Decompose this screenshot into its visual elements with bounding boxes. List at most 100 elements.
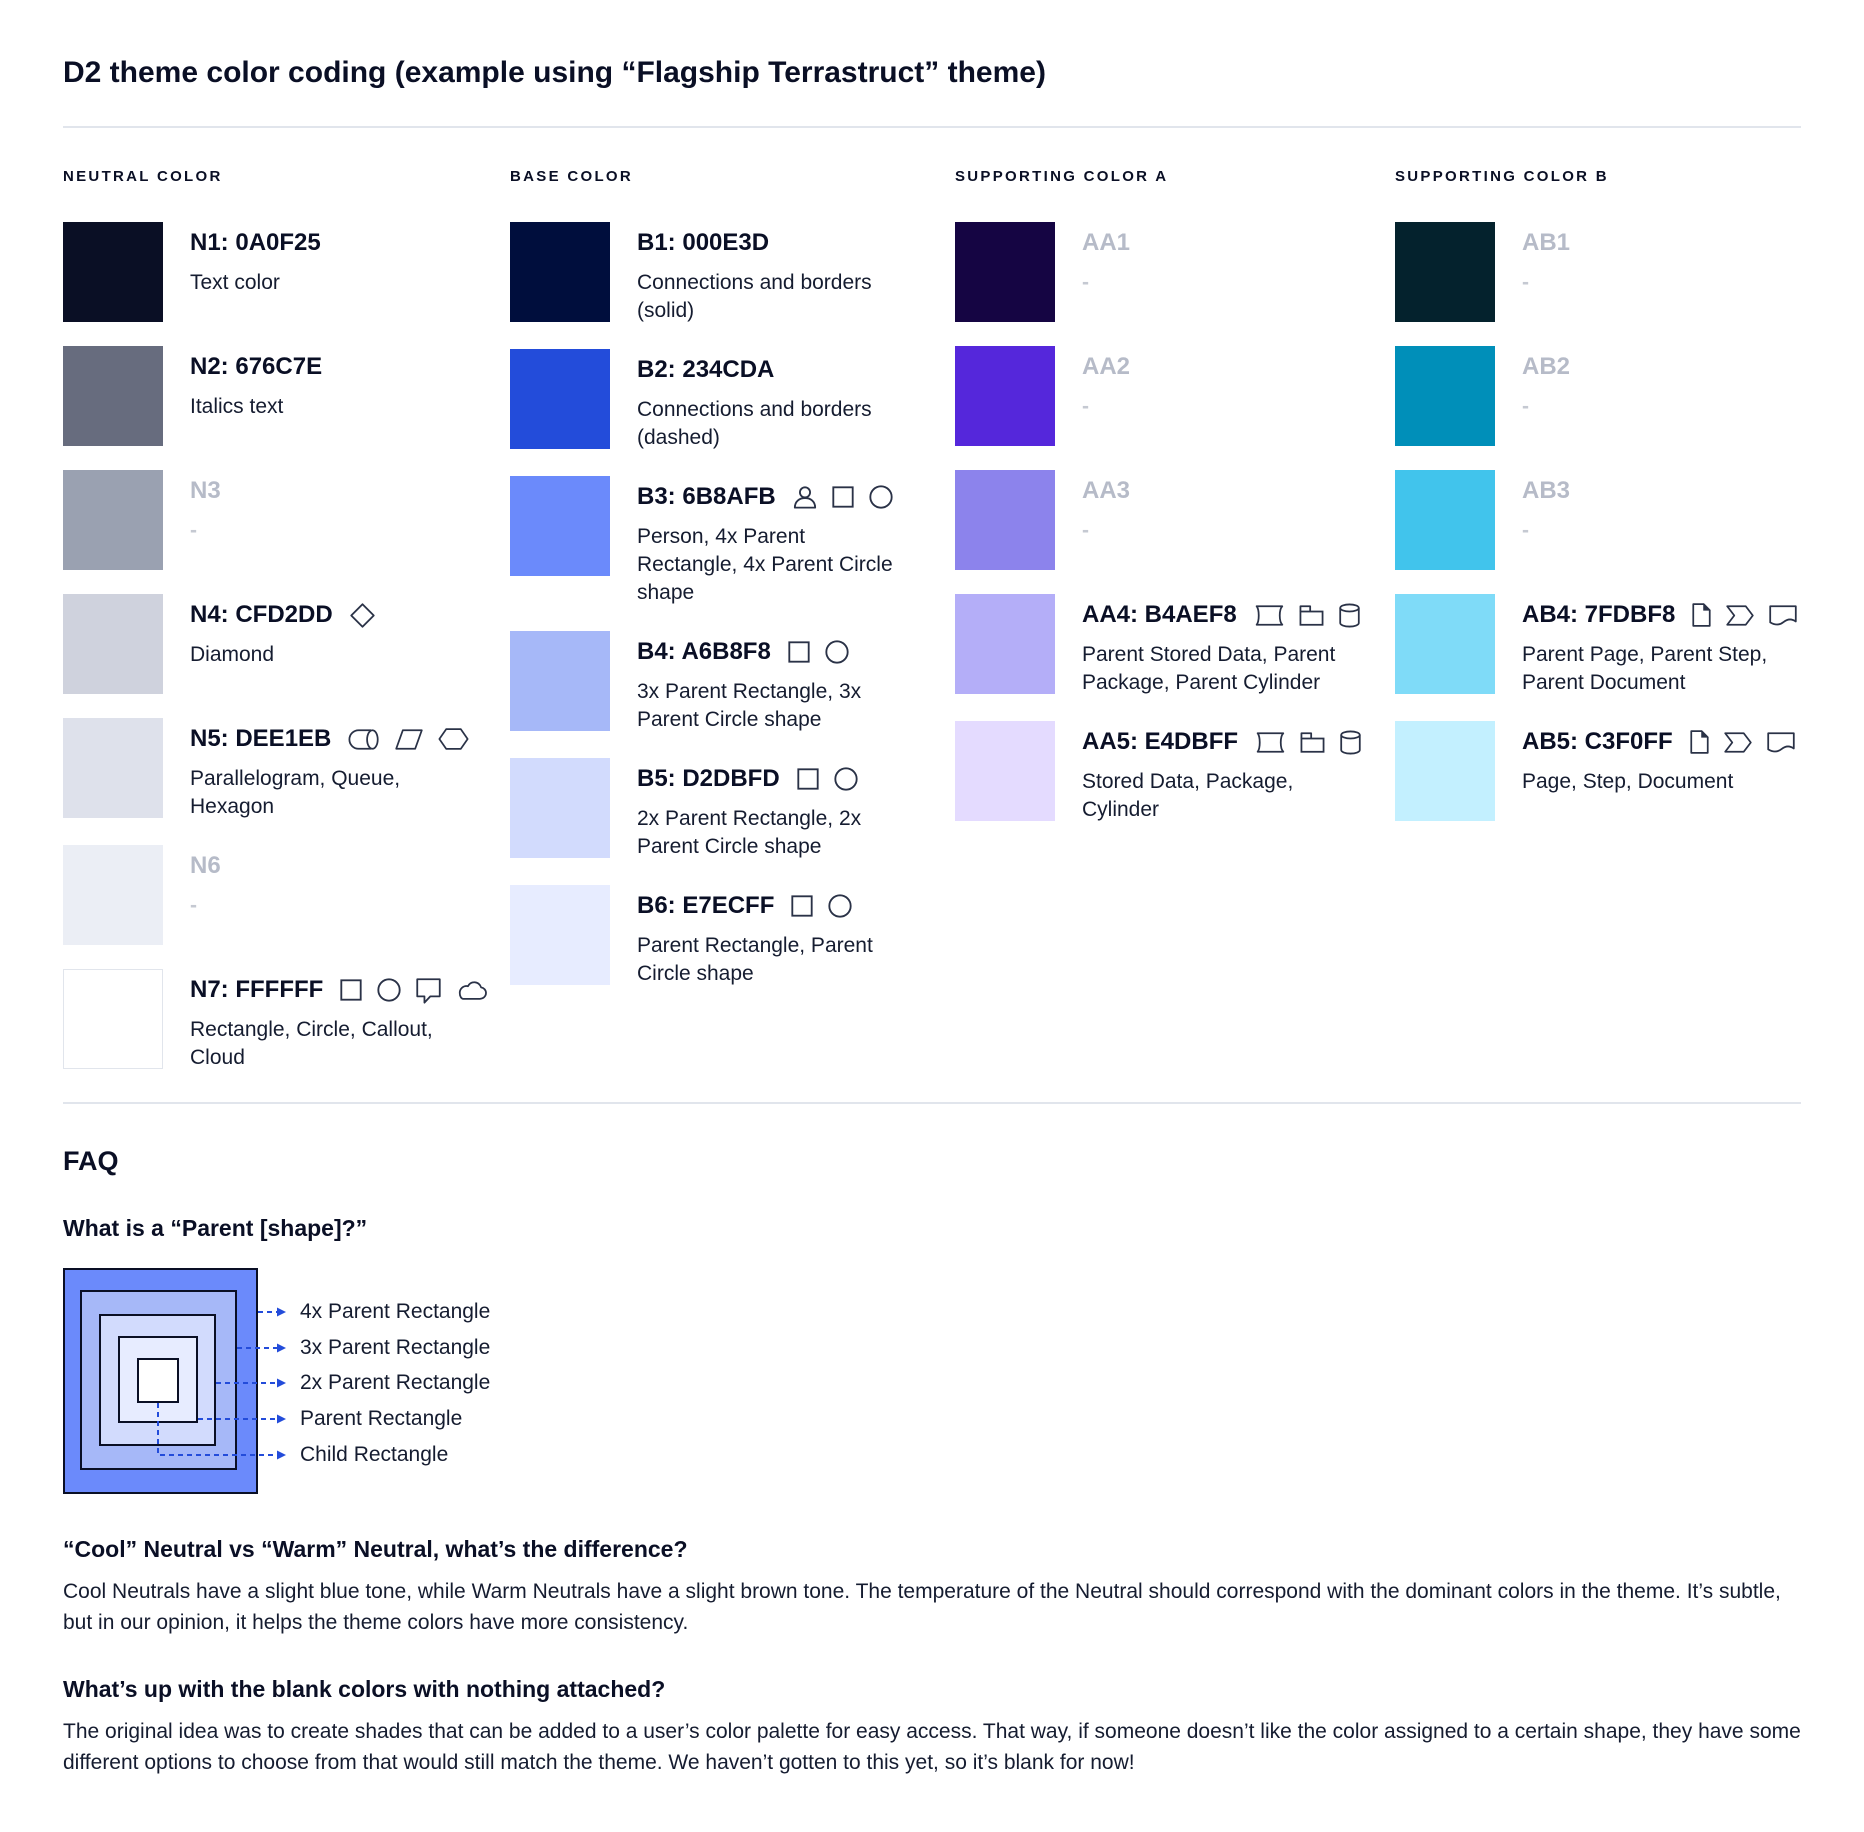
swatch-row-b4: B4: A6B8F8 3x Parent Rectangle, 3x Paren…	[510, 631, 955, 734]
color-swatch	[63, 594, 163, 694]
swatch-row-ab2: AB2 -	[1395, 346, 1801, 446]
color-swatch	[63, 845, 163, 945]
swatch-desc: Rectangle, Circle, Callout, Cloud	[190, 1018, 433, 1069]
column-supporting-a: SUPPORTING COLOR A AA1 - AA2 - AA3 - AA4…	[955, 168, 1395, 848]
swatch-name: N3	[190, 477, 221, 504]
color-swatch	[63, 718, 163, 818]
color-swatch	[510, 222, 610, 322]
swatch-row-n1: N1: 0A0F25 Text color	[63, 222, 510, 322]
queue-icon	[347, 728, 381, 751]
faq-answer-blank-colors: The original idea was to create shades t…	[63, 1720, 1801, 1774]
swatch-row-b6: B6: E7ECFF Parent Rectangle, Parent Circ…	[510, 885, 955, 988]
color-swatch	[63, 222, 163, 322]
page-icon	[1689, 729, 1710, 755]
swatch-name: AB2	[1522, 353, 1571, 380]
color-swatch	[1395, 594, 1495, 694]
circle-icon	[868, 484, 894, 510]
swatch-row-aa1: AA1 -	[955, 222, 1395, 322]
nested-rectangles-figure	[63, 1268, 286, 1494]
rectangle-icon	[339, 978, 363, 1002]
swatch-desc: Parent Stored Data, Parent Package, Pare…	[1082, 643, 1336, 694]
swatch-desc: Connections and borders (solid)	[637, 271, 872, 322]
swatch-row-n2: N2: 676C7E Italics text	[63, 346, 510, 446]
column-neutral-color: NEUTRAL COLOR N1: 0A0F25 Text color N2: …	[63, 168, 510, 1096]
swatch-desc: Text color	[190, 271, 280, 294]
swatch-name: AA2	[1082, 353, 1131, 380]
swatch-row-b1: B1: 000E3D Connections and borders (soli…	[510, 222, 955, 325]
swatch-desc: Italics text	[190, 395, 284, 418]
swatch-row-ab1: AB1 -	[1395, 222, 1801, 322]
swatch-name: AB4: 7FDBF8	[1522, 601, 1676, 628]
swatch-name: B4: A6B8F8	[637, 638, 771, 665]
circle-icon	[827, 893, 853, 919]
rectangle-icon	[831, 485, 855, 509]
shape-icons	[339, 977, 489, 1004]
column-base-color: BASE COLOR B1: 000E3D Connections and bo…	[510, 168, 955, 1012]
circle-icon	[833, 766, 859, 792]
swatch-name: B2: 234CDA	[637, 356, 775, 383]
parent-shape-diagram: 4x Parent Rectangle 3x Parent Rectangle …	[63, 1268, 1801, 1498]
faq-question-cool-vs-warm: “Cool” Neutral vs “Warm” Neutral, what’s…	[63, 1536, 688, 1562]
swatch-desc: -	[1082, 271, 1089, 294]
color-swatch	[1395, 222, 1495, 322]
swatch-name: AA4: B4AEF8	[1082, 601, 1237, 628]
diagram-label-child: Child Rectangle	[300, 1443, 449, 1466]
swatch-desc: 2x Parent Rectangle, 2x Parent Circle sh…	[637, 807, 862, 858]
column-header: BASE COLOR	[510, 168, 634, 185]
rectangle-icon	[787, 640, 811, 664]
shape-icons	[1254, 729, 1362, 756]
swatch-name: N4: CFD2DD	[190, 601, 333, 628]
color-swatch	[510, 631, 610, 731]
swatch-row-aa3: AA3 -	[955, 470, 1395, 570]
circle-icon	[376, 977, 402, 1003]
divider	[63, 126, 1801, 128]
color-swatch	[955, 346, 1055, 446]
swatch-name: B5: D2DBFD	[637, 765, 780, 792]
callout-icon	[415, 977, 442, 1004]
color-swatch	[1395, 470, 1495, 570]
shape-icons	[1689, 729, 1796, 755]
swatch-name: N2: 676C7E	[190, 353, 323, 380]
color-swatch	[510, 476, 610, 576]
swatch-row-b3: B3: 6B8AFB Person, 4x Parent Rectangle, …	[510, 476, 955, 607]
swatch-desc: -	[190, 519, 197, 542]
swatch-row-n7: N7: FFFFFF Rectangle, Circle, Callout, C…	[63, 969, 510, 1072]
swatch-name: N6	[190, 852, 221, 879]
page-icon	[1691, 602, 1712, 628]
swatch-name: AB5: C3F0FF	[1522, 728, 1673, 755]
package-icon	[1299, 731, 1326, 754]
diagram-label-2x: 2x Parent Rectangle	[300, 1371, 491, 1394]
color-swatch	[1395, 721, 1495, 821]
shape-icons	[347, 727, 470, 751]
shape-icons	[796, 766, 859, 792]
swatch-desc: Stored Data, Package, Cylinder	[1082, 770, 1294, 821]
parallelogram-icon	[394, 728, 424, 751]
swatch-row-aa2: AA2 -	[955, 346, 1395, 446]
shape-icons	[787, 639, 850, 665]
diagram-label-3x: 3x Parent Rectangle	[300, 1336, 491, 1359]
swatch-desc: Parent Rectangle, Parent Circle shape	[637, 934, 873, 985]
rectangle-icon	[790, 894, 814, 918]
page-title: D2 theme color coding (example using “Fl…	[63, 56, 1046, 89]
color-swatch	[955, 721, 1055, 821]
shape-icons	[1253, 602, 1361, 629]
swatch-name: AB3	[1522, 477, 1571, 504]
swatch-row-aa5: AA5: E4DBFF Stored Data, Package, Cylind…	[955, 721, 1395, 824]
circle-icon	[824, 639, 850, 665]
color-swatch	[510, 758, 610, 858]
diagram-label-4x: 4x Parent Rectangle	[300, 1300, 491, 1323]
step-icon	[1723, 731, 1753, 754]
swatch-desc: -	[1082, 519, 1089, 542]
cylinder-icon	[1339, 729, 1362, 756]
swatch-name: B3: 6B8AFB	[637, 483, 776, 510]
color-swatch	[955, 594, 1055, 694]
document-icon	[1768, 604, 1798, 627]
color-swatch	[63, 969, 163, 1069]
diamond-icon	[349, 602, 376, 629]
package-icon	[1298, 604, 1325, 627]
swatch-row-n6: N6 -	[63, 845, 510, 945]
swatch-desc: -	[1082, 395, 1089, 418]
swatch-desc: -	[1522, 395, 1529, 418]
faq-heading: FAQ	[63, 1146, 119, 1176]
color-swatch	[955, 222, 1055, 322]
